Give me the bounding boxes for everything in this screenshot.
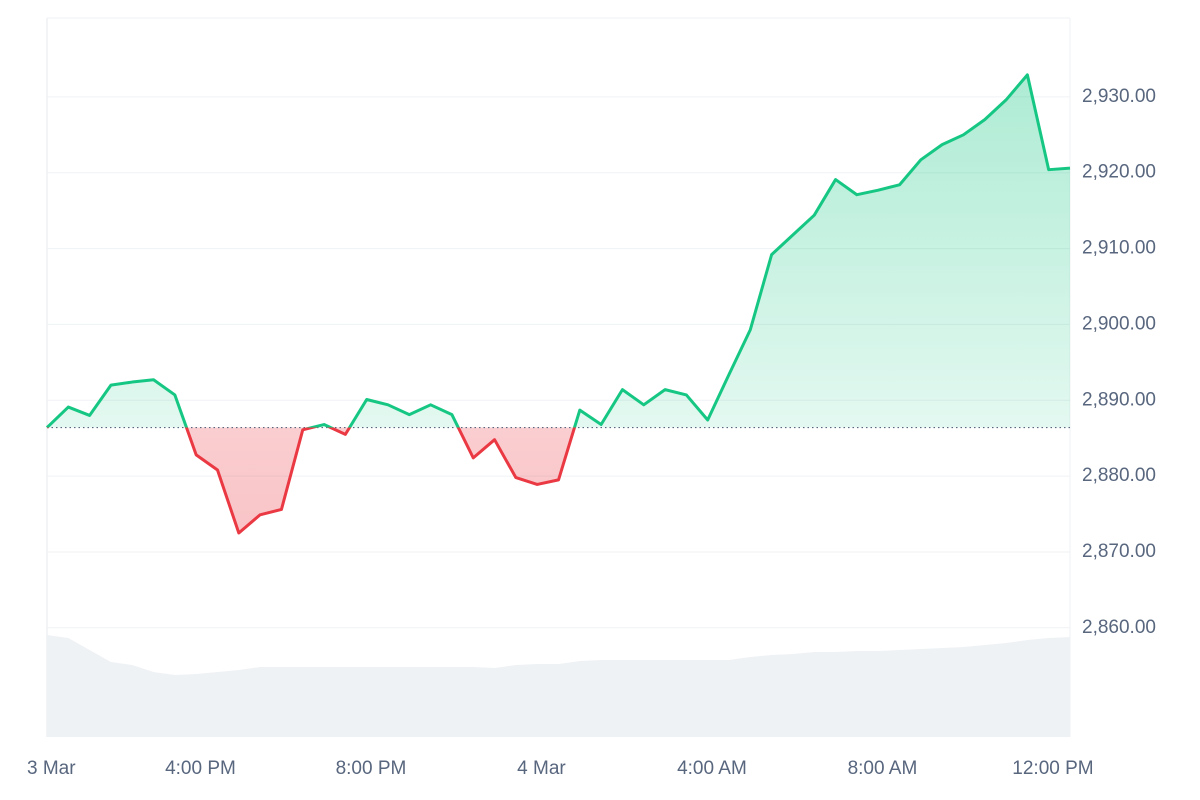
x-tick-label: 12:00 PM [1012, 758, 1093, 779]
x-tick-label: 4:00 PM [165, 758, 236, 779]
price-line-up [45, 73, 1071, 428]
x-tick-label: 4 Mar [517, 758, 566, 779]
y-tick-label: 2,920.00 [1082, 162, 1156, 183]
y-tick-label: 2,890.00 [1082, 389, 1156, 410]
x-tick-label: 8:00 AM [848, 758, 918, 779]
y-tick-label: 2,860.00 [1082, 617, 1156, 638]
plot-area: 2,860.00 2,870.00 2,880.00 2,890.00 2,900.00… [27, 17, 1156, 779]
volume-area [47, 635, 1070, 737]
y-tick-label: 2,900.00 [1082, 313, 1156, 334]
area-down [47, 427, 1070, 533]
area-up [47, 74, 1070, 428]
price-line-down [46, 427, 577, 535]
x-tick-label: 8:00 PM [336, 758, 407, 779]
y-tick-label: 2,870.00 [1082, 541, 1156, 562]
x-tick-label: 4:00 AM [677, 758, 747, 779]
x-tick-label: 3 Mar [27, 758, 76, 779]
y-tick-label: 2,930.00 [1082, 86, 1156, 107]
y-tick-label: 2,880.00 [1082, 465, 1156, 486]
y-tick-label: 2,910.00 [1082, 238, 1156, 259]
